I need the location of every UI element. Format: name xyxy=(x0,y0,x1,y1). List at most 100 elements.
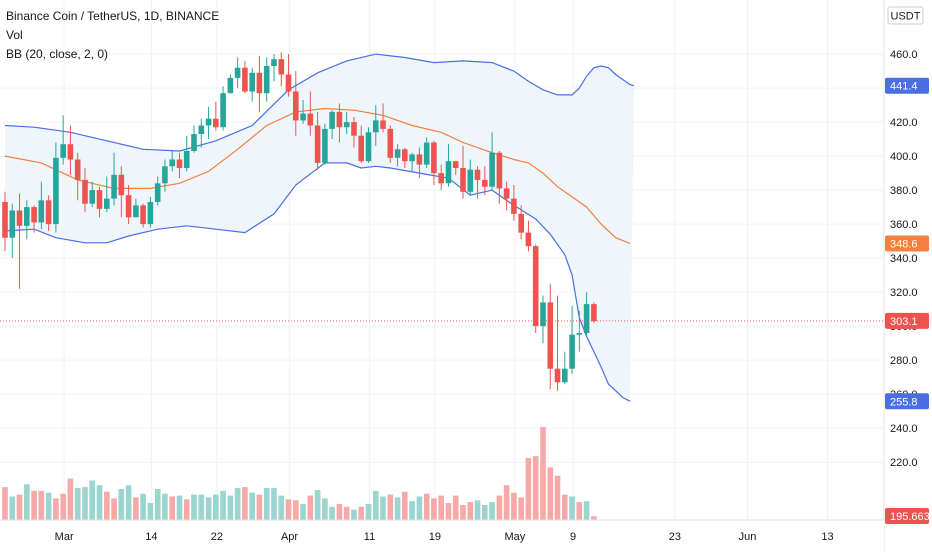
candle-body xyxy=(554,368,561,383)
candle-body xyxy=(569,334,575,369)
volume-bar xyxy=(60,493,66,520)
volume-bar xyxy=(227,495,234,520)
volume-bar xyxy=(278,495,285,520)
candle xyxy=(445,144,452,187)
currency-box xyxy=(887,6,924,25)
bb-basis-price-label-bg xyxy=(885,235,929,252)
candle-body xyxy=(314,125,321,163)
candle xyxy=(183,135,190,172)
volume-bar xyxy=(547,467,554,520)
candle xyxy=(140,203,146,228)
symbol-title[interactable]: Binance Coin / TetherUS, 1D, BINANCE xyxy=(6,9,220,23)
candle xyxy=(176,152,183,179)
volume-indicator-label[interactable]: Vol xyxy=(6,28,23,42)
candle xyxy=(154,176,161,206)
candle xyxy=(394,144,401,167)
candle-body xyxy=(205,118,212,126)
volume-bar xyxy=(74,488,81,520)
candle-body xyxy=(583,304,590,333)
candle-body xyxy=(518,213,524,233)
volume-bar xyxy=(322,498,328,520)
candle-body xyxy=(489,152,495,187)
candle-body xyxy=(503,188,510,199)
bb-upper-line xyxy=(4,53,635,152)
volume-bar xyxy=(365,504,372,520)
volume-bar xyxy=(183,499,190,520)
candle-body xyxy=(213,118,219,128)
candle xyxy=(242,60,248,94)
candle xyxy=(438,164,444,191)
candle xyxy=(431,140,437,185)
candle xyxy=(423,137,430,168)
candle-body xyxy=(118,174,125,196)
volume-bar xyxy=(169,496,175,520)
candle-body xyxy=(365,132,372,162)
candle xyxy=(365,127,372,163)
volume-bar xyxy=(525,458,532,520)
candle xyxy=(169,151,175,172)
candle xyxy=(329,110,335,140)
volume-bar xyxy=(82,487,88,520)
candle xyxy=(198,118,205,148)
y-tick-label: 340.0 xyxy=(890,253,918,265)
volume-bar xyxy=(489,502,495,520)
volume-bar xyxy=(31,490,37,520)
candle xyxy=(125,185,132,225)
volume-bar xyxy=(409,501,415,520)
volume-bar xyxy=(234,488,241,520)
currency-label[interactable]: USDT xyxy=(891,11,921,23)
candle xyxy=(569,305,575,374)
volume-bar xyxy=(205,497,212,520)
price-labels: 441.4 348.6 303.1 255.8 195.663K xyxy=(885,77,932,524)
candle xyxy=(402,147,408,168)
candle xyxy=(576,310,583,352)
candle xyxy=(314,111,321,170)
volume-bar xyxy=(416,496,423,520)
volume-bar xyxy=(569,496,575,520)
candle-body xyxy=(67,144,74,160)
candle xyxy=(38,181,45,230)
candle xyxy=(300,100,306,124)
candle-body xyxy=(227,77,234,94)
volume-bar xyxy=(38,490,45,520)
time-axis[interactable]: Mar 14 22 Apr 11 19 May 9 23 Jun 13 xyxy=(0,519,884,550)
bb-indicator-label[interactable]: BB (20, close, 2, 0) xyxy=(6,47,109,61)
y-tick-label: 380.0 xyxy=(890,185,918,197)
volume-bar xyxy=(540,426,546,520)
candle-body xyxy=(300,113,306,121)
volume-bar xyxy=(293,500,299,520)
volume-bar xyxy=(271,488,277,520)
volume-bar xyxy=(263,488,270,520)
x-tick-label: 19 xyxy=(429,531,441,543)
candle-body xyxy=(147,202,154,225)
candle-body xyxy=(256,72,263,94)
volume-bar xyxy=(111,498,117,520)
candle-body xyxy=(53,157,59,225)
candle xyxy=(263,57,270,102)
candle-body xyxy=(234,67,241,78)
candle-body xyxy=(169,159,175,167)
volume-bar xyxy=(24,484,30,520)
volume-bar xyxy=(336,504,343,520)
volume-value-label: 195.663K xyxy=(890,511,932,523)
candle xyxy=(111,152,117,206)
candle-body xyxy=(162,166,168,184)
y-tick-label: 360.0 xyxy=(890,219,918,231)
volume-bar xyxy=(2,487,8,520)
y-tick-label: 420.0 xyxy=(890,117,918,129)
candle xyxy=(53,142,59,233)
candle xyxy=(67,125,74,175)
candle xyxy=(285,54,292,97)
candle xyxy=(351,117,357,148)
candle xyxy=(307,91,314,136)
candle xyxy=(482,166,488,196)
volume-bar xyxy=(140,493,146,520)
volume-bar xyxy=(198,494,205,520)
candle-body xyxy=(278,59,285,75)
candle-body xyxy=(482,179,488,187)
volume-bar xyxy=(358,506,364,520)
candle xyxy=(525,220,532,252)
candle xyxy=(2,191,8,252)
